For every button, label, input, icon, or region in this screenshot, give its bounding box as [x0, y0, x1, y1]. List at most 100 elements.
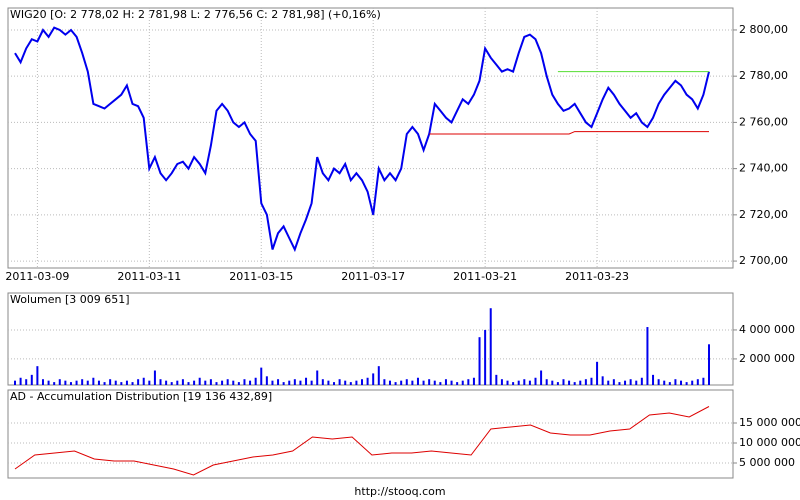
volume-bar	[221, 380, 224, 385]
volume-bar	[506, 380, 509, 385]
volume-bar	[596, 361, 599, 385]
volume-bar	[696, 379, 699, 385]
volume-bar	[153, 370, 156, 385]
volume-bar	[198, 377, 201, 385]
volume-bar	[53, 382, 56, 385]
volume-bar	[674, 379, 677, 385]
volume-bar	[495, 374, 498, 385]
volume-bar	[422, 380, 425, 385]
volume-bar	[254, 377, 257, 385]
volume-bar	[624, 380, 627, 385]
volume-bar	[47, 380, 50, 385]
volume-bar	[142, 377, 145, 385]
volume-bar	[657, 379, 660, 385]
volume-bar	[36, 366, 39, 385]
volume-bar	[640, 377, 643, 385]
line-series	[429, 131, 709, 135]
volume-bar	[416, 377, 419, 385]
panel-title: AD - Accumulation Distribution [19 136 4…	[10, 390, 272, 403]
volume-bar	[232, 380, 235, 385]
volume-bar	[663, 380, 666, 385]
volume-bar	[209, 379, 212, 385]
volume-bar	[148, 380, 151, 385]
volume-bar	[433, 380, 436, 385]
volume-bar	[607, 380, 610, 385]
volume-bar	[137, 379, 140, 385]
volume-bar	[64, 380, 67, 385]
volume-bar	[444, 379, 447, 385]
x-tick-label: 2011-03-21	[453, 270, 517, 283]
panel-title: Wolumen [3 009 651]	[10, 293, 130, 306]
volume-bar	[680, 380, 683, 385]
volume-bar	[103, 382, 106, 385]
volume-bar	[327, 380, 330, 385]
volume-bar	[109, 379, 112, 385]
volume-bar	[265, 376, 268, 385]
volume-bar	[691, 380, 694, 385]
volume-bar	[92, 377, 95, 385]
volume-bar	[120, 382, 123, 385]
volume-bar	[81, 379, 84, 385]
volume-bar	[349, 382, 352, 385]
volume-bar	[568, 380, 571, 385]
volume-bar	[69, 382, 72, 385]
x-tick-label: 2011-03-15	[229, 270, 293, 283]
y-tick-label: 2 700,00	[739, 254, 788, 267]
y-tick-label: 2 000 000	[739, 352, 795, 365]
volume-bar	[394, 382, 397, 385]
line-series	[14, 26, 710, 253]
volume-bar	[114, 380, 117, 385]
volume-bar	[181, 379, 184, 385]
x-tick-label: 2011-03-23	[565, 270, 629, 283]
volume-bar	[668, 382, 671, 385]
price-panel	[7, 7, 734, 269]
volume-bar	[249, 380, 252, 385]
line-series	[14, 406, 710, 476]
volume-bar	[187, 382, 190, 385]
volume-bar	[579, 380, 582, 385]
volume-bar	[450, 380, 453, 385]
panel-title: WIG20 [O: 2 778,02 H: 2 781,98 L: 2 776,…	[10, 8, 381, 21]
volume-bar	[528, 380, 531, 385]
y-tick-label: 5 000 000	[739, 456, 795, 469]
volume-bar	[635, 380, 638, 385]
volume-bar	[310, 380, 313, 385]
volume-bar	[383, 379, 386, 385]
y-tick-label: 2 720,00	[739, 208, 788, 221]
volume-bar	[75, 380, 78, 385]
volume-bar	[338, 379, 341, 385]
volume-bar	[702, 377, 705, 385]
volume-bar	[260, 367, 263, 385]
footer: http://stooq.com	[354, 485, 445, 498]
volume-bar	[612, 379, 615, 385]
volume-bar	[131, 382, 134, 385]
volume-bar	[165, 380, 168, 385]
volume-bar	[86, 380, 89, 385]
volume-bar	[400, 380, 403, 385]
volume-bar	[461, 380, 464, 385]
volume-bar	[19, 377, 22, 385]
volume-bar	[25, 379, 28, 385]
volume-panel	[7, 292, 734, 386]
volume-bar	[439, 382, 442, 385]
volume-bar	[556, 382, 559, 385]
volume-bar	[305, 377, 308, 385]
volume-bar	[299, 380, 302, 385]
volume-bar	[366, 377, 369, 385]
volume-bar	[652, 374, 655, 385]
volume-bar	[288, 380, 291, 385]
volume-bar	[215, 382, 218, 385]
volume-bar	[193, 380, 196, 385]
volume-bar	[584, 379, 587, 385]
volume-bar	[478, 337, 481, 385]
y-tick-label: 15 000 000	[739, 416, 800, 429]
y-tick-label: 2 780,00	[739, 69, 788, 82]
volume-bar	[551, 380, 554, 385]
volume-bar	[500, 379, 503, 385]
volume-bar	[226, 379, 229, 385]
volume-bar	[125, 380, 128, 385]
volume-bar	[646, 327, 649, 385]
volume-bar	[405, 379, 408, 385]
volume-bar	[540, 370, 543, 385]
